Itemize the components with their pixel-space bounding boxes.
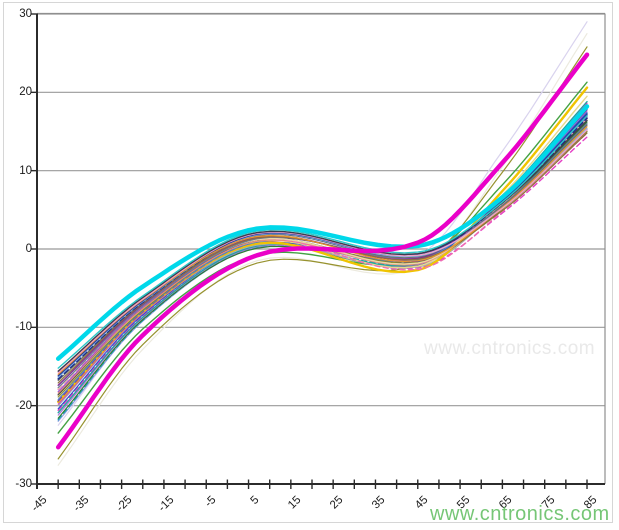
y-tick-label: -30 [15,477,32,490]
y-tick-label: -20 [15,399,32,412]
series-turquoise [57,115,588,369]
series-periwinkle [57,116,588,422]
series-olive-thin [57,46,588,460]
y-tick-label: 30 [19,8,32,20]
y-tick-label: 10 [19,164,32,177]
y-tick-label: 20 [19,86,32,99]
series-teal [57,101,588,414]
series-dark-slate [57,119,588,372]
y-tick-label: 0 [25,243,32,255]
series-magenta-thick [55,52,590,450]
watermark-center: www.cntronics.com [424,338,596,359]
series-cyan-thick [55,104,590,361]
watermark-bottom-right: www.cntronics.com [430,503,610,525]
series-lavender-faint [57,21,588,426]
series-dark-green [57,121,588,419]
y-tick-label: -10 [15,321,32,334]
series-light-gray [57,123,588,407]
series-green [57,81,588,434]
